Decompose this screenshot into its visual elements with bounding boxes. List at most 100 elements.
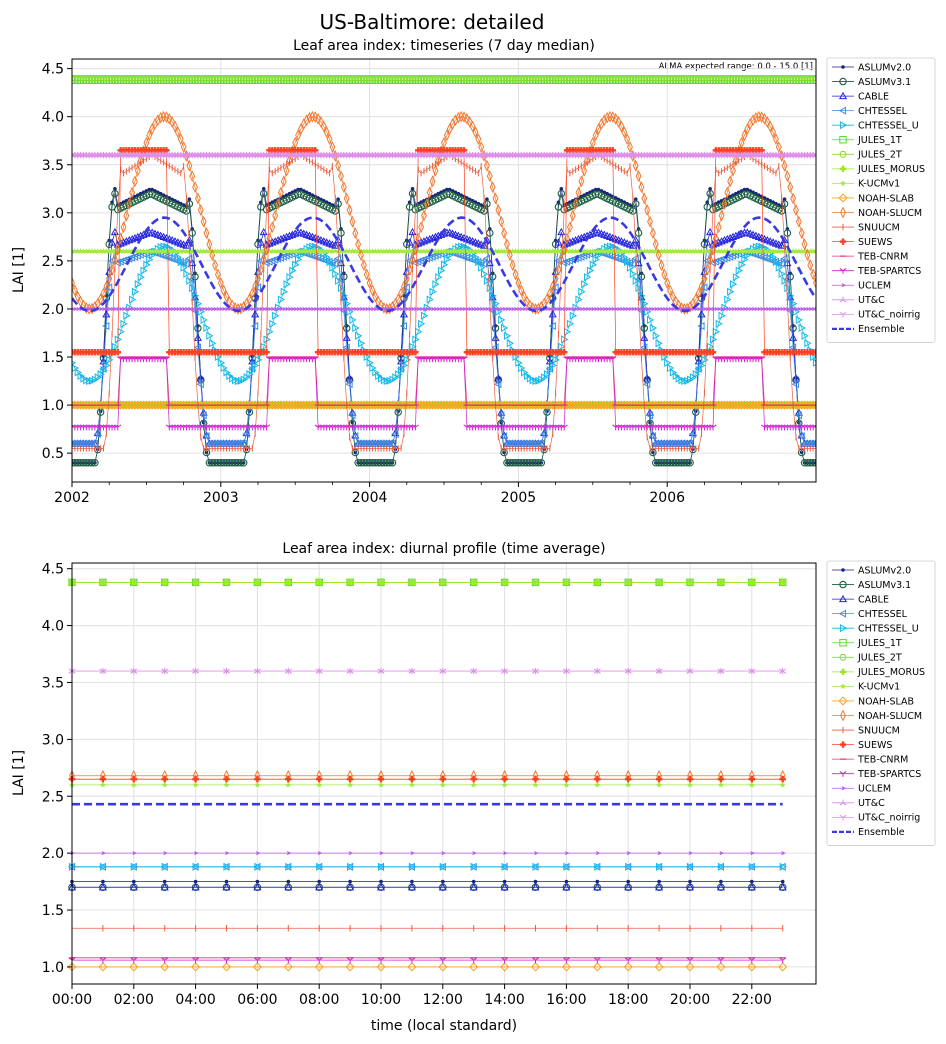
- timeseries-point: [652, 459, 660, 467]
- timeseries-point: [335, 159, 342, 172]
- timeseries-point: [129, 186, 136, 199]
- timeseries-legend-item-teb-spartcs: TEB-SPARTCS: [832, 266, 921, 277]
- timeseries-point: [447, 187, 452, 192]
- timeseries-point: [503, 459, 511, 467]
- diurnal-point: [562, 883, 571, 891]
- timeseries-point: [645, 306, 651, 312]
- timeseries-point: [327, 306, 333, 312]
- timeseries-point: [708, 306, 714, 312]
- timeseries-legend-item-ensemble: Ensemble: [832, 324, 905, 335]
- timeseries-point: [581, 164, 588, 177]
- timeseries-point: [409, 342, 417, 351]
- timeseries-point: [640, 343, 648, 352]
- timeseries-point: [619, 306, 625, 312]
- timeseries-point: [808, 306, 814, 312]
- timeseries-point: [122, 237, 131, 245]
- timeseries-point: [236, 439, 244, 448]
- diurnal-point: [99, 862, 108, 871]
- timeseries-point: [475, 258, 483, 267]
- timeseries-point: [351, 432, 359, 441]
- timeseries-point: [285, 306, 290, 312]
- timeseries-point: [634, 229, 643, 237]
- timeseries-point: [453, 306, 459, 312]
- diurnal-point: [191, 883, 200, 891]
- timeseries-point: [582, 250, 591, 259]
- timeseries-point: [262, 258, 270, 267]
- timeseries-point: [167, 306, 173, 312]
- timeseries-point: [214, 459, 222, 467]
- timeseries-point: [608, 306, 614, 312]
- timeseries-point: [202, 432, 210, 441]
- timeseries-point: [182, 207, 191, 215]
- timeseries-point: [634, 258, 643, 267]
- diurnal-point: [408, 862, 417, 871]
- timeseries-point: [641, 192, 648, 205]
- timeseries-point: [489, 181, 496, 194]
- timeseries-ytick-label: 1.5: [42, 350, 64, 366]
- timeseries-point: [312, 147, 319, 154]
- timeseries-point: [412, 349, 419, 356]
- timeseries-point: [798, 323, 806, 333]
- timeseries-point: [199, 419, 208, 428]
- diurnal-point: [779, 862, 787, 871]
- timeseries-point: [208, 459, 216, 467]
- timeseries-point: [185, 200, 194, 208]
- timeseries-point: [214, 268, 221, 281]
- timeseries-point: [711, 257, 719, 266]
- timeseries-point: [498, 215, 505, 228]
- timeseries-point: [472, 126, 479, 139]
- timeseries-point: [663, 459, 671, 467]
- timeseries-point: [342, 343, 350, 352]
- timeseries-point: [282, 232, 291, 241]
- timeseries-point: [202, 306, 207, 312]
- timeseries-point: [342, 306, 348, 312]
- timeseries-series-k-ucmv1: [72, 248, 816, 254]
- timeseries-point: [432, 164, 439, 177]
- timeseries-point: [692, 293, 699, 306]
- timeseries-point: [502, 306, 508, 312]
- timeseries-point: [106, 272, 113, 285]
- timeseries-point: [726, 233, 735, 242]
- timeseries-point: [774, 258, 782, 267]
- timeseries-point: [575, 186, 582, 199]
- timeseries-point: [560, 424, 568, 431]
- timeseries-point: [352, 323, 360, 333]
- timeseries-legend-item-uclem: UCLEM: [832, 281, 891, 292]
- timeseries-point: [197, 204, 204, 216]
- diurnal-ylabel: LAI [1]: [11, 750, 27, 796]
- diurnal-point: [624, 883, 633, 891]
- timeseries-point: [242, 429, 250, 439]
- timeseries-point: [638, 181, 645, 194]
- timeseries-point: [419, 306, 425, 312]
- timeseries-point: [514, 459, 523, 467]
- timeseries-point: [173, 306, 179, 312]
- timeseries-point: [793, 204, 799, 216]
- timeseries-point: [348, 411, 356, 420]
- timeseries-point: [432, 280, 440, 289]
- timeseries-point: [184, 306, 190, 312]
- timeseries-point: [775, 263, 784, 272]
- timeseries-point: [154, 114, 161, 127]
- timeseries-point: [156, 306, 162, 312]
- timeseries-point: [649, 227, 656, 240]
- timeseries-point: [548, 306, 554, 312]
- timeseries-point: [305, 306, 310, 312]
- timeseries-point: [369, 284, 376, 297]
- timeseries-point: [581, 280, 589, 289]
- timeseries-point: [239, 439, 247, 448]
- timeseries-point: [642, 380, 651, 389]
- timeseries-point: [661, 268, 668, 281]
- timeseries-point: [347, 306, 353, 312]
- timeseries-point: [658, 259, 665, 272]
- timeseries-point: [162, 252, 170, 261]
- timeseries-point: [422, 306, 428, 312]
- timeseries-point: [435, 273, 443, 282]
- timeseries-point: [322, 306, 328, 312]
- timeseries-point: [454, 250, 462, 259]
- timeseries-point: [632, 276, 640, 285]
- timeseries-point: [253, 306, 259, 312]
- timeseries-point: [712, 232, 719, 245]
- timeseries-point: [742, 306, 748, 312]
- timeseries-point: [782, 197, 787, 202]
- timeseries-point: [264, 306, 270, 312]
